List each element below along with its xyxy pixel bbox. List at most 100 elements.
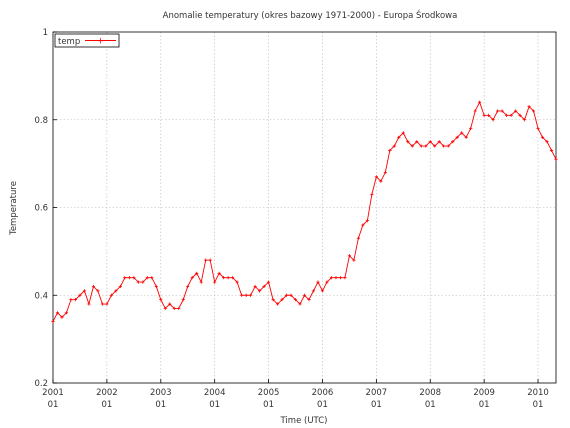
data-point [195,271,199,275]
data-point [343,276,347,280]
x-tick-label-year: 2010 [527,388,549,398]
x-axis-title: Time (UTC) [280,416,328,426]
data-point [410,144,414,148]
data-point [522,118,527,122]
data-point [154,284,158,289]
x-tick-label-month: 01 [533,400,544,410]
data-point [204,258,208,262]
data-point [199,280,203,284]
data-point [208,258,212,262]
data-point [87,302,91,306]
x-tick-label-month: 01 [263,400,274,410]
legend-marker-temp: + [97,37,105,47]
x-tick-label-year: 2001 [42,388,64,398]
data-point [446,144,450,148]
y-tick-label: 0.6 [34,204,48,214]
data-point [91,284,96,289]
data-point [307,298,311,302]
series-line-temp [52,101,557,322]
data-point [168,302,172,306]
y-axis-title: Temperature [9,181,19,236]
data-point [284,293,289,297]
data-point [249,293,253,297]
data-point [554,157,558,161]
data-point [419,144,423,148]
data-point [334,276,338,280]
x-tick-label-year: 2005 [258,388,280,398]
data-point [397,135,401,139]
data-point [217,271,221,275]
x-tick-label-year: 2002 [96,388,118,398]
data-point [275,302,280,306]
y-tick-label: 1 [43,28,48,38]
data-point [253,284,257,289]
data-point [478,100,482,104]
data-point [311,289,316,293]
y-axis-ticks: 0.2 0.4 0.6 0.8 1 [34,28,57,389]
data-point [406,140,410,144]
x-tick-label-year: 2009 [473,388,495,398]
data-point [487,113,491,117]
data-point [361,223,365,227]
data-point [469,126,473,131]
grid-lines [53,32,556,383]
data-point [505,113,509,117]
data-point [496,109,500,113]
data-point [356,236,360,240]
data-point [392,144,396,148]
data-point [531,109,536,113]
x-tick-label-month: 01 [101,400,112,410]
data-point [329,276,334,280]
data-point [545,140,549,144]
data-point [316,280,320,284]
data-point [78,293,82,297]
data-point [73,298,78,302]
data-point [540,135,545,139]
data-point [118,284,122,289]
data-point [172,306,176,311]
data-point [244,293,248,297]
x-tick-label-year: 2006 [312,388,334,398]
data-point [451,140,455,144]
data-point [527,104,531,109]
x-tick-label-month: 01 [425,400,436,410]
x-tick-label-year: 2003 [150,388,172,398]
data-point [383,170,387,174]
series-temp [51,100,558,324]
data-point [96,289,100,293]
data-point [415,140,419,144]
data-point [280,298,284,302]
data-point [222,276,226,280]
chart-title: Anomalie temperatury (okres bazowy 1971-… [163,9,458,21]
data-point [55,311,60,315]
data-point [60,315,64,319]
data-point [289,293,293,297]
y-tick-label: 0.8 [34,116,48,126]
data-point [388,148,392,153]
legend-label-temp: temp [58,37,80,47]
data-point [338,276,343,280]
x-tick-label-month: 01 [209,400,220,410]
data-point [159,298,163,302]
data-point [433,144,437,148]
data-point [536,126,540,131]
x-tick-label-month: 01 [317,400,328,410]
data-point [352,258,356,262]
data-point [181,298,185,302]
data-point [240,293,244,297]
data-point [150,276,154,280]
data-point [473,109,477,113]
data-point [428,140,432,144]
data-point [257,289,262,293]
data-point [226,276,230,280]
data-point [347,254,352,258]
data-point [320,289,325,293]
x-tick-label-year: 2004 [204,388,226,398]
data-point [213,280,217,284]
data-point [262,284,266,289]
data-point [442,144,446,148]
data-point [325,280,329,284]
data-point [141,280,145,284]
data-point [518,113,522,117]
data-point [491,118,495,122]
